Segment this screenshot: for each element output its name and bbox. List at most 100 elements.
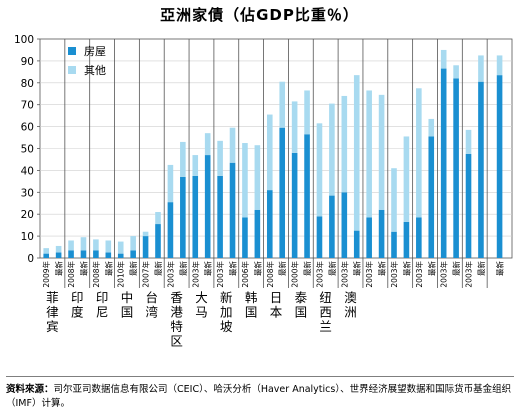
bar-housing <box>254 209 261 258</box>
bar-other <box>192 155 199 176</box>
y-tick-label: 100 <box>14 34 34 46</box>
bar-housing <box>192 175 199 258</box>
bar-other <box>416 88 422 218</box>
source-label: 资料來源： <box>6 384 54 395</box>
bar-housing <box>428 136 435 258</box>
x-tick-label: 2009年 <box>41 261 51 288</box>
x-tick-label: 2007年 <box>141 261 151 288</box>
bar-other <box>105 240 112 253</box>
x-tick-label: 最新 <box>103 261 113 276</box>
group-label: 韩国 <box>245 290 258 320</box>
x-tick-label: 最新 <box>178 261 188 276</box>
bar-other <box>465 129 472 154</box>
bar-other <box>496 55 503 76</box>
bar-housing <box>155 224 161 258</box>
bar-other <box>204 133 211 156</box>
y-tick-label: 90 <box>21 56 34 68</box>
x-tick-label: 最新 <box>54 261 64 276</box>
bar-other <box>304 90 310 135</box>
x-tick-label: 2003年 <box>190 261 200 288</box>
source-note: 资料來源：司尔亚司数据信息有限公司（CEIC）、哈沃分析（Haver Analy… <box>6 383 516 411</box>
bar-housing <box>391 231 397 258</box>
y-tick-label: 70 <box>21 100 34 112</box>
bar-other <box>167 164 174 203</box>
bar-housing <box>478 81 484 258</box>
x-tick-label: 最新 <box>228 261 238 276</box>
chart-title: 亞洲家債（佔GDP比重％） <box>160 6 359 24</box>
bar-housing <box>465 153 472 258</box>
bar-other <box>43 248 50 254</box>
y-tick-label: 0 <box>27 253 34 265</box>
x-tick-label: 最新 <box>302 261 312 276</box>
bar-housing <box>105 252 112 258</box>
x-tick-label: 2000年 <box>290 261 300 288</box>
x-tick-label: 2003年 <box>439 261 449 288</box>
x-tick-label: 最新 <box>401 261 411 276</box>
bar-housing <box>242 217 248 258</box>
bar-housing <box>180 176 186 258</box>
bar-other <box>291 101 298 153</box>
bar-housing <box>403 221 410 258</box>
legend-swatch-other <box>68 66 76 74</box>
bar-other <box>217 140 223 176</box>
x-tick-label: 最新 <box>377 261 387 276</box>
x-tick-label: 最新 <box>203 261 213 276</box>
x-tick-label: 2008年 <box>91 261 101 288</box>
x-tick-label: 2003年 <box>215 261 225 288</box>
x-tick-label: 2003年 <box>165 261 175 288</box>
group-label: 日本 <box>270 290 283 320</box>
group-label: 菲律宾 <box>46 290 59 334</box>
bar-housing <box>142 236 149 258</box>
x-tick-label: 最新 <box>426 261 436 276</box>
bar-housing <box>416 217 422 258</box>
x-tick-label: 最新 <box>352 261 362 276</box>
bar-housing <box>266 190 273 258</box>
y-tick-label: 20 <box>21 209 34 221</box>
bar-other <box>155 212 161 225</box>
bar-housing <box>43 253 50 258</box>
x-tick-label: 2003年 <box>414 261 424 288</box>
bar-other <box>117 241 124 254</box>
bar-other <box>366 90 372 218</box>
bar-other <box>428 118 435 137</box>
x-tick-label: 最新 <box>153 261 163 276</box>
bar-other <box>180 141 186 177</box>
bar-housing <box>304 134 310 258</box>
bar-other <box>453 65 459 79</box>
x-tick-label: 最新 <box>327 261 337 276</box>
bar-other <box>391 168 397 232</box>
x-tick-label: 2003年 <box>464 261 474 288</box>
x-tick-label: 2003年 <box>314 261 324 288</box>
group-label: 台湾 <box>146 290 159 320</box>
bars-layer <box>43 49 503 258</box>
bar-housing <box>329 195 335 258</box>
bar-housing <box>130 250 136 258</box>
bar-housing <box>68 250 74 258</box>
bar-housing <box>496 75 503 258</box>
group-label: 澳洲 <box>344 290 357 320</box>
bar-housing <box>229 162 236 258</box>
bar-other <box>93 239 99 251</box>
legend-label: 其他 <box>84 64 106 77</box>
bar-other <box>341 95 348 193</box>
group-label: 大马 <box>195 290 208 320</box>
y-tick-label: 10 <box>21 231 34 243</box>
bar-housing <box>80 250 87 258</box>
bar-other <box>142 231 149 237</box>
bar-other <box>130 236 136 251</box>
group-label: 印度 <box>71 290 84 320</box>
bar-other <box>316 123 323 217</box>
x-tick-label: 2006年 <box>240 261 250 288</box>
x-tick-label: 2008年 <box>66 261 76 288</box>
x-tick-label: 2003年 <box>339 261 349 288</box>
bar-housing <box>341 192 348 258</box>
x-tick-label: 最新 <box>252 261 262 276</box>
bar-housing <box>316 216 323 258</box>
group-label: 新加坡 <box>220 290 233 334</box>
bar-housing <box>279 127 286 258</box>
bar-housing <box>167 202 174 258</box>
bar-other <box>68 240 74 251</box>
